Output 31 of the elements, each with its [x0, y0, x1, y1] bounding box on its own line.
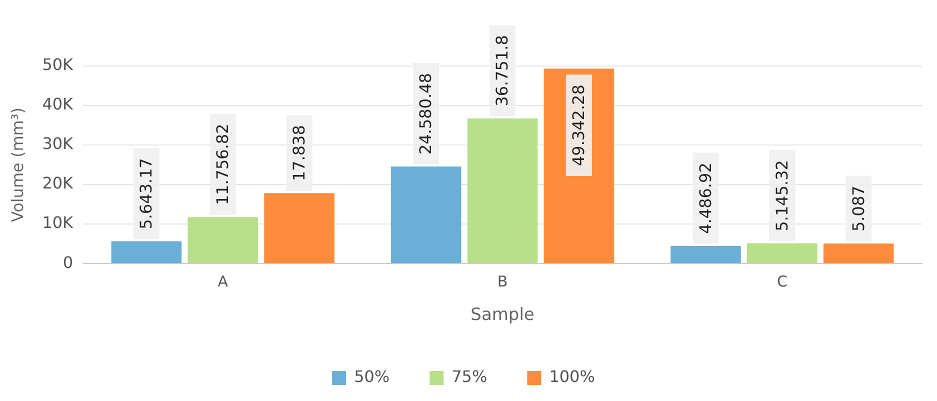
y-tick-label: 0: [62, 252, 74, 272]
bar: [823, 243, 894, 264]
data-label: 5.145.32: [772, 160, 792, 232]
bar: [111, 241, 182, 264]
y-axis-title: Volume (mm³): [8, 107, 27, 222]
data-label: 5.643.17: [136, 158, 156, 230]
legend-label: 50%: [354, 367, 390, 386]
y-tick-label: 40K: [42, 94, 74, 114]
x-tick-label: B: [497, 272, 508, 290]
bar: [390, 166, 462, 264]
data-label: 17.838: [289, 125, 308, 182]
bar: [747, 243, 818, 264]
data-label: 36.751.8: [492, 35, 512, 106]
data-label: 4.486.92: [696, 162, 715, 234]
y-tick-label: 30K: [42, 134, 74, 154]
legend-label: 100%: [549, 367, 595, 386]
data-label: 24.580.48: [416, 73, 436, 154]
bar: [467, 118, 538, 264]
data-label: 5.087: [848, 186, 868, 232]
bar: [264, 193, 334, 264]
legend-label: 75%: [452, 367, 488, 386]
data-label: 49.342.28: [569, 84, 588, 166]
x-tick-label: C: [776, 272, 788, 290]
y-tick-label: 10K: [42, 213, 74, 232]
data-label: 11.756.82: [213, 124, 232, 206]
x-axis-title: Sample: [470, 305, 534, 326]
x-tick-label: A: [218, 272, 229, 290]
y-tick-label: 20K: [42, 174, 74, 193]
bar: [670, 246, 741, 264]
bar: [188, 217, 258, 264]
y-tick-label: 50K: [42, 55, 74, 74]
